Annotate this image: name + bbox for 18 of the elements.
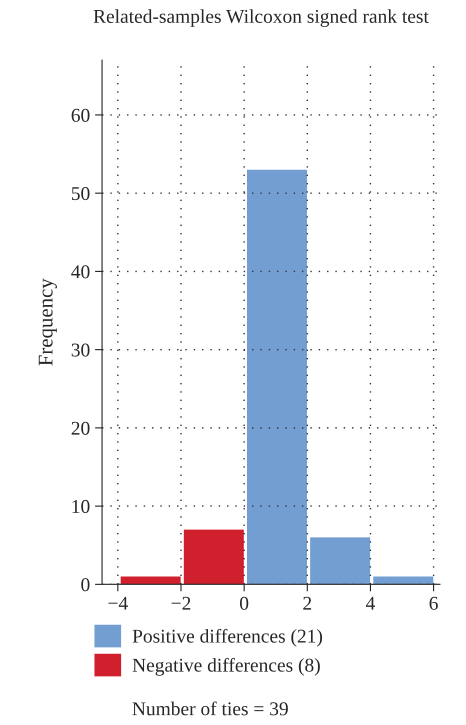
- x-tick-label: 0: [240, 596, 248, 610]
- x-tick-label: 6: [430, 596, 438, 610]
- y-tick-label: 40: [71, 265, 90, 278]
- y-tick-label: 50: [72, 186, 90, 200]
- text: Number of ties = 39: [132, 701, 288, 716]
- y-tick-label: 20: [72, 422, 90, 435]
- y-tick-label: 0: [81, 578, 90, 592]
- x-tick-label: 2: [303, 596, 312, 610]
- y-axis-title: Frequency: [38, 278, 57, 366]
- y-tick-label: 10: [72, 500, 90, 514]
- x-tick-label: −2: [172, 596, 190, 610]
- legend-label: Positive differences (21): [132, 628, 322, 647]
- chart-title: Related-samples Wilcoxon signed rank test: [94, 9, 429, 27]
- y-tick-label: 60: [72, 108, 90, 122]
- y-tick-label: 30: [72, 343, 90, 357]
- legend-label: Negative differences (8): [132, 658, 320, 676]
- x-tick-label: 4: [366, 596, 375, 610]
- x-tick-label: −4: [108, 596, 128, 610]
